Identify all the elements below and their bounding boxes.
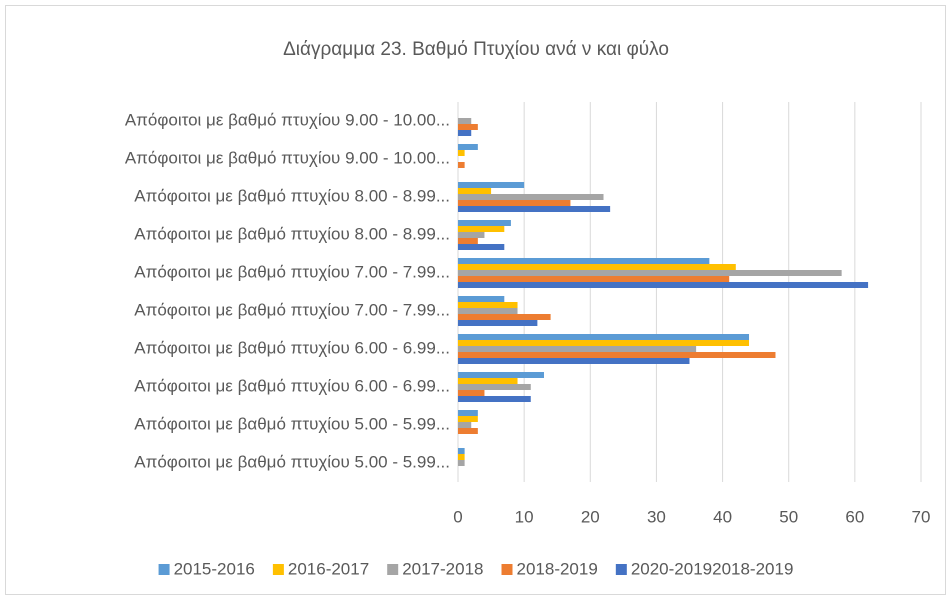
x-tick-label: 40 — [713, 507, 732, 526]
bar — [458, 390, 485, 396]
bar — [458, 232, 485, 238]
bar — [458, 182, 525, 188]
bar — [458, 276, 730, 282]
bar — [458, 340, 750, 346]
bar — [458, 124, 478, 130]
bar — [458, 454, 465, 460]
x-tick-label: 10 — [515, 507, 534, 526]
legend-swatch — [158, 564, 170, 575]
bar — [458, 264, 736, 270]
chart-title: Διάγραμμα 23. Βαθμό Πτυχίου ανά ν και φύ… — [283, 39, 669, 60]
legend-label: 2020-20192018-2019 — [631, 559, 794, 578]
y-tick-label: Απόφοιτοι με βαθμό πτυχίου 7.00 - 7.99..… — [134, 262, 450, 281]
legend-label: 2017-2018 — [402, 559, 483, 578]
bar — [458, 226, 505, 232]
bar — [458, 352, 776, 358]
x-tick-label: 20 — [581, 507, 600, 526]
bar — [458, 302, 518, 308]
legend-label: 2015-2016 — [174, 559, 255, 578]
bar — [458, 118, 472, 124]
bar — [458, 206, 611, 212]
legend-swatch — [501, 564, 513, 575]
bar — [458, 428, 478, 434]
bar — [458, 270, 842, 276]
bar — [458, 238, 478, 244]
bar — [458, 308, 518, 314]
bar — [458, 416, 478, 422]
y-tick-label: Απόφοιτοι με βαθμό πτυχίου 5.00 - 5.99..… — [134, 452, 450, 471]
bar — [458, 460, 465, 466]
bar — [458, 378, 518, 384]
legend-swatch — [615, 564, 627, 575]
bar — [458, 200, 571, 206]
bar — [458, 372, 544, 378]
bar — [458, 334, 750, 340]
bar — [458, 410, 478, 416]
bar — [458, 150, 465, 156]
y-tick-label: Απόφοιτοι με βαθμό πτυχίου 6.00 - 6.99..… — [134, 376, 450, 395]
legend-label: 2016-2017 — [288, 559, 369, 578]
bar — [458, 130, 472, 136]
x-tick-label: 60 — [845, 507, 864, 526]
bar — [458, 384, 531, 390]
bar — [458, 282, 869, 288]
y-tick-label: Απόφοιτοι με βαθμό πτυχίου 6.00 - 6.99..… — [134, 338, 450, 357]
bar — [458, 314, 551, 320]
bar — [458, 258, 710, 264]
bar — [458, 162, 465, 168]
x-tick-label: 50 — [779, 507, 798, 526]
bar — [458, 320, 538, 326]
bar — [458, 144, 478, 150]
bar — [458, 396, 531, 402]
bar — [458, 194, 604, 200]
y-tick-label: Απόφοιτοι με βαθμό πτυχίου 7.00 - 7.99..… — [134, 300, 450, 319]
x-tick-label: 30 — [647, 507, 666, 526]
legend-swatch — [387, 564, 399, 575]
legend-swatch — [272, 564, 284, 575]
bar — [458, 358, 690, 364]
y-tick-label: Απόφοιτοι με βαθμό πτυχίου 9.00 - 10.00.… — [125, 110, 450, 129]
bar — [458, 346, 697, 352]
bar — [458, 220, 511, 226]
y-tick-label: Απόφοιτοι με βαθμό πτυχίου 5.00 - 5.99..… — [134, 414, 450, 433]
x-tick-label: 0 — [453, 507, 462, 526]
legend-label: 2018-2019 — [517, 559, 598, 578]
bar — [458, 448, 465, 454]
bar — [458, 296, 505, 302]
y-tick-label: Απόφοιτοι με βαθμό πτυχίου 8.00 - 8.99..… — [134, 186, 450, 205]
y-tick-label: Απόφοιτοι με βαθμό πτυχίου 9.00 - 10.00.… — [125, 148, 450, 167]
x-tick-label: 70 — [912, 507, 931, 526]
y-tick-label: Απόφοιτοι με βαθμό πτυχίου 8.00 - 8.99..… — [134, 224, 450, 243]
bar — [458, 244, 505, 250]
bar — [458, 422, 472, 428]
bar — [458, 188, 492, 194]
